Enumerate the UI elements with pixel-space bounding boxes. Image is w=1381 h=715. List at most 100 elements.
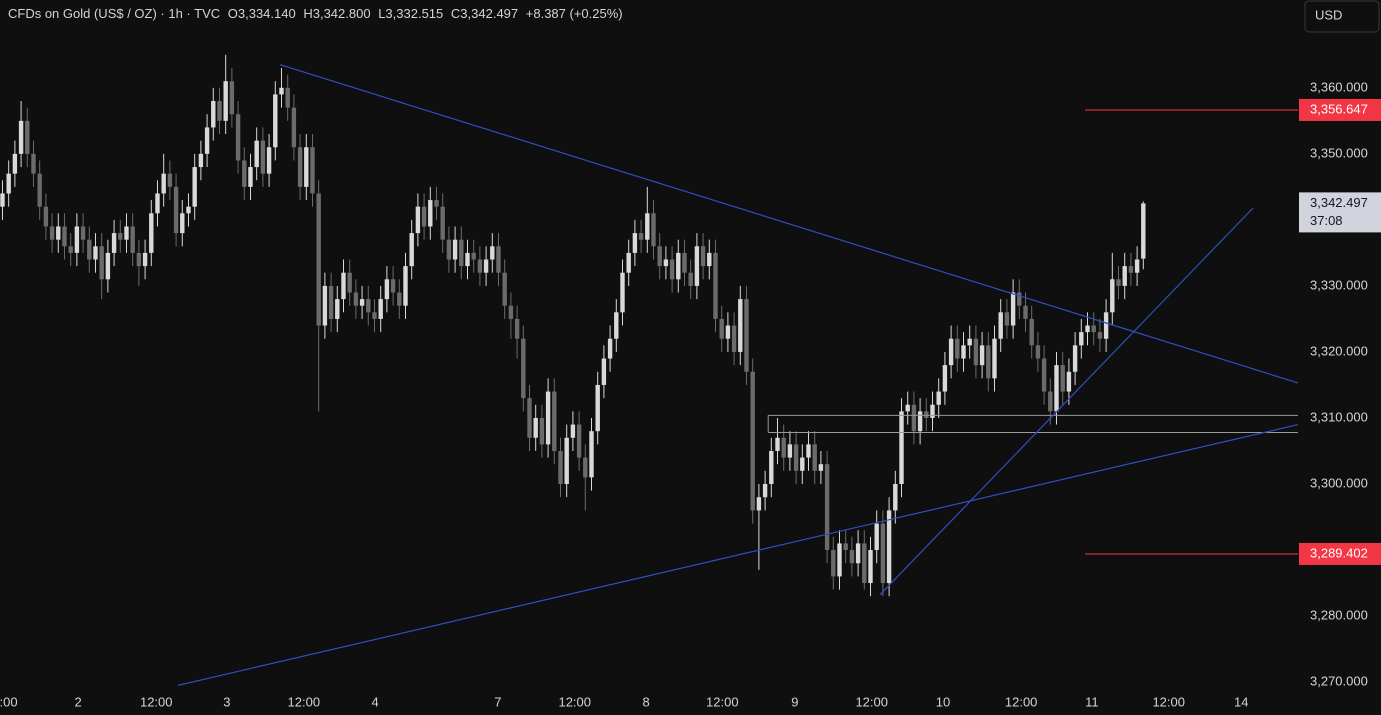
- candle-body: [570, 424, 576, 438]
- candle-body: [731, 325, 737, 352]
- last-price-label: 3,342.497: [1310, 195, 1368, 210]
- candle-body: [676, 252, 681, 280]
- plot-area: [0, 54, 1299, 686]
- x-tick-label: 2: [75, 694, 82, 709]
- candle-body: [297, 147, 303, 187]
- candle-body: [291, 107, 297, 148]
- x-tick-label: 12:00: [706, 694, 739, 709]
- candle-body: [1004, 312, 1010, 326]
- candle-body: [62, 226, 67, 247]
- candle-body: [812, 444, 817, 471]
- x-tick-label: 12:00: [1152, 694, 1185, 709]
- header: CFDs on Gold (US$ / OZ) · 1h · TVC O3,33…: [8, 6, 623, 21]
- candle-body: [744, 299, 749, 372]
- currency-label[interactable]: USD: [1315, 7, 1342, 22]
- candle-body: [372, 312, 377, 319]
- candle-body: [682, 252, 687, 273]
- candle-body: [6, 173, 11, 194]
- candle-body: [868, 550, 873, 584]
- x-tick-label: 9: [791, 694, 798, 709]
- candle-body: [552, 391, 557, 451]
- candle-body: [806, 444, 811, 458]
- candle-body: [521, 338, 526, 399]
- candle-body: [899, 411, 904, 484]
- axes: 3,360.000 3,350.000 3,330.000 3,320.000 3,31…: [0, 79, 1381, 715]
- candle-body: [539, 417, 545, 445]
- candle-body: [1122, 266, 1127, 286]
- candle-body: [49, 226, 55, 240]
- candle-body: [1023, 305, 1028, 319]
- candle-body: [756, 497, 762, 511]
- candle-body: [446, 239, 452, 260]
- countdown-label: 37:08: [1310, 213, 1343, 228]
- time-axis: [0, 690, 1298, 715]
- currency-button[interactable]: [1304, 0, 1380, 33]
- candle-body: [545, 391, 551, 445]
- candle-body: [645, 213, 650, 240]
- candle-body: [750, 371, 755, 511]
- candle-body: [421, 206, 427, 227]
- candle-body: [793, 444, 799, 471]
- candle-body: [818, 464, 824, 471]
- candle-body: [161, 173, 166, 194]
- candle-body: [924, 411, 929, 418]
- candle-body: [973, 338, 979, 366]
- candle-body: [434, 200, 439, 207]
- candle-body: [1110, 279, 1115, 313]
- candle-body: [223, 81, 228, 121]
- candle-body: [124, 226, 129, 240]
- candle-body: [824, 464, 830, 551]
- candle-body: [787, 444, 793, 458]
- candle-body: [490, 246, 495, 260]
- candle-body: [335, 299, 340, 319]
- candle-body: [564, 437, 569, 484]
- candle-body: [273, 94, 278, 148]
- candle-body: [1134, 259, 1140, 273]
- candle-body: [843, 543, 848, 551]
- candle-body: [452, 239, 458, 260]
- candle-body: [961, 345, 966, 359]
- candle-body: [986, 345, 991, 379]
- candle-body: [725, 325, 731, 339]
- candle-body: [1054, 365, 1059, 412]
- candle-body: [266, 147, 272, 174]
- candle-body: [601, 358, 607, 385]
- candle-body: [328, 285, 334, 319]
- candle-body: [688, 272, 693, 286]
- candle-body: [43, 206, 49, 227]
- x-tick-label: 7: [494, 694, 501, 709]
- candle-body: [837, 543, 842, 577]
- trendline: [280, 64, 1299, 384]
- candle-body: [762, 483, 768, 498]
- candle-body: [1029, 318, 1034, 346]
- candle-body: [186, 206, 191, 214]
- y-tick-label: 3,280.000: [1310, 607, 1368, 622]
- candle-body: [359, 299, 365, 306]
- candle-body: [514, 318, 520, 339]
- candle-body: [713, 252, 718, 319]
- x-tick-label: 12:00: [140, 694, 173, 709]
- candle-body: [1017, 292, 1022, 306]
- trendline: [177, 423, 1299, 686]
- candle-body: [626, 252, 631, 273]
- candle-body: [992, 338, 997, 379]
- y-tick-label: 3,350.000: [1310, 145, 1368, 160]
- candle-body: [136, 252, 142, 267]
- candle-body: [948, 338, 954, 366]
- candle-body: [886, 510, 892, 584]
- candle-body: [651, 213, 656, 247]
- candle-body: [192, 167, 197, 207]
- candle-body: [1103, 312, 1109, 339]
- candle-body: [663, 259, 669, 267]
- candle-body: [905, 404, 910, 412]
- x-tick-label: 12:00: [558, 694, 591, 709]
- candle-body: [310, 147, 315, 194]
- candle-body: [669, 259, 675, 280]
- candle-body: [589, 431, 594, 478]
- candle-body: [831, 550, 836, 577]
- candle-body: [384, 279, 390, 300]
- candle-body: [353, 292, 359, 306]
- candle-body: [397, 292, 402, 306]
- candle-body: [1035, 345, 1041, 359]
